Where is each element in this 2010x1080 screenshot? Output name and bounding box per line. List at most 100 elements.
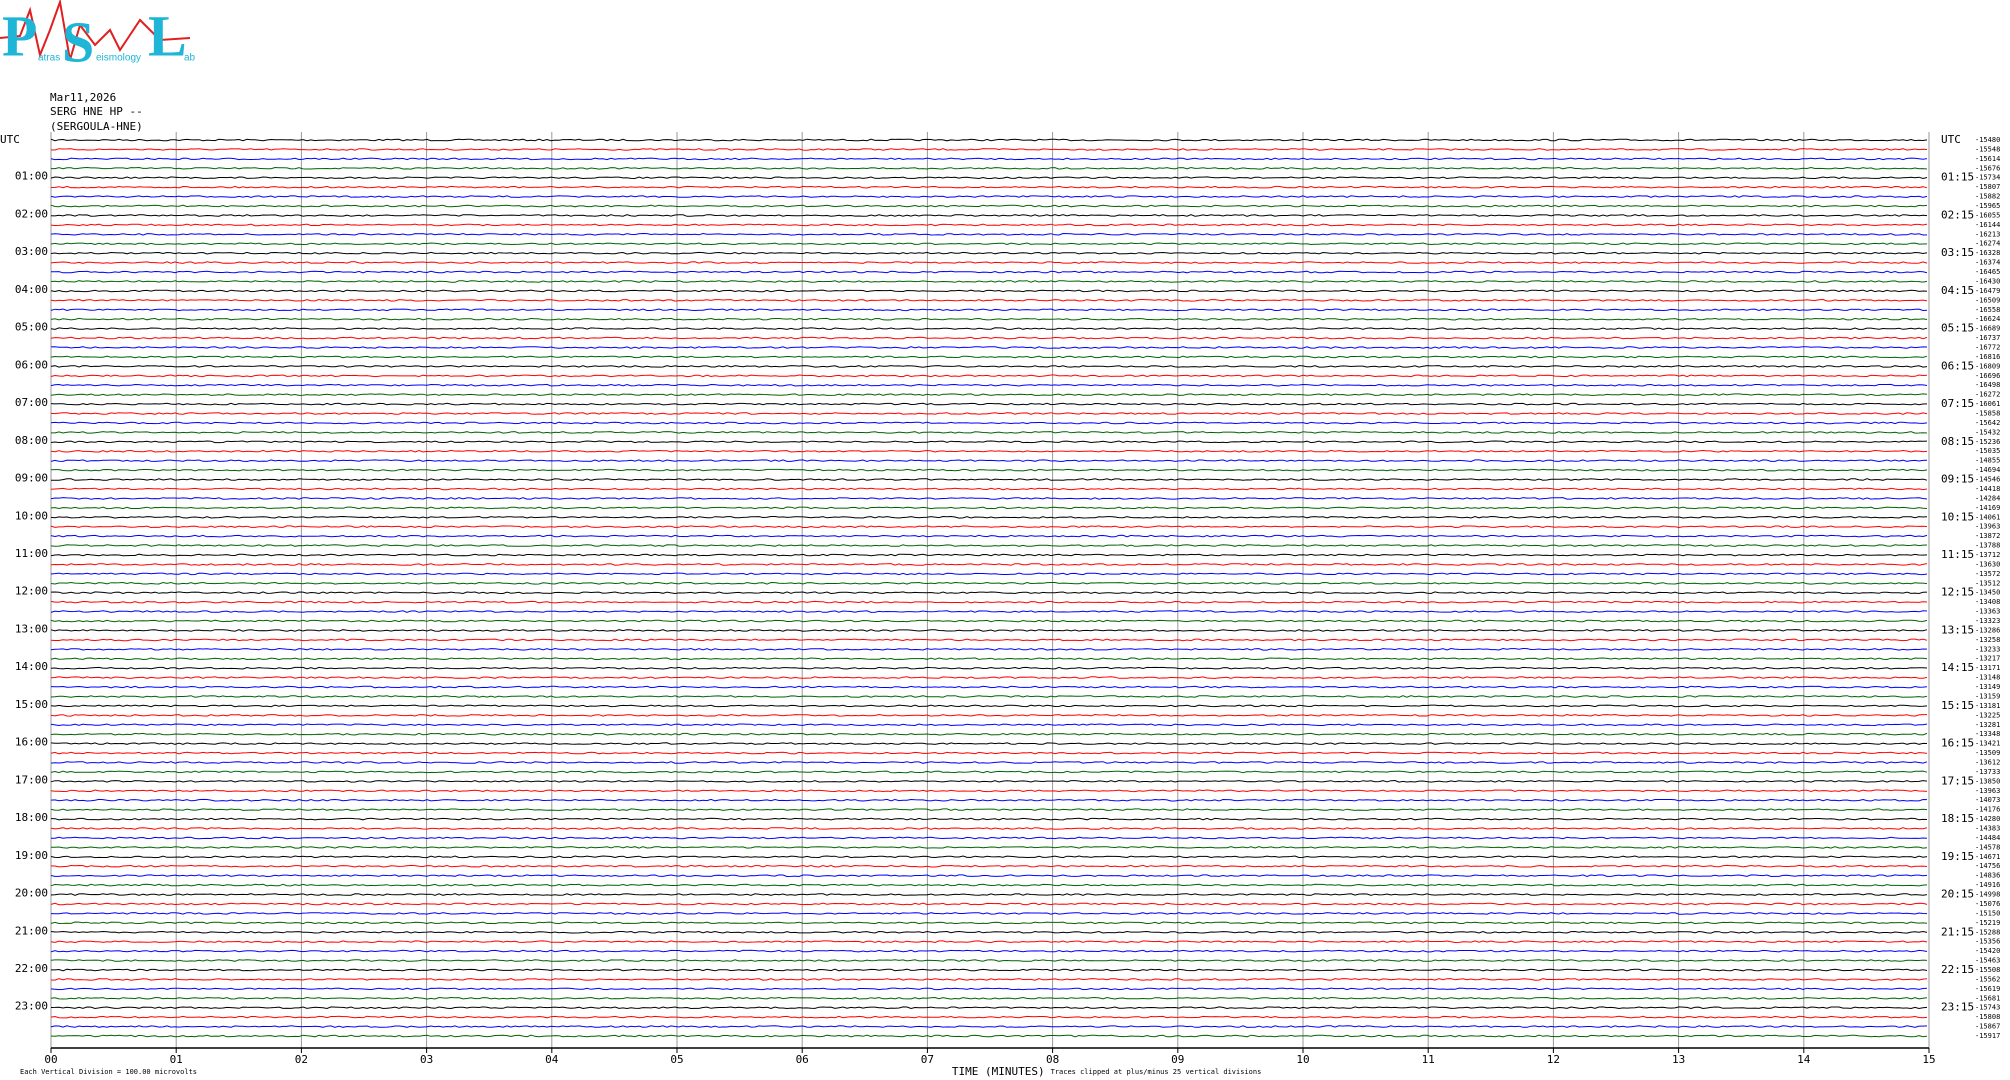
trace [50, 789, 1928, 793]
trace-offset-label: -15807 [1975, 183, 2000, 191]
hour-label-right: 21:15 [1941, 925, 1974, 938]
hour-label: 08:00 [15, 434, 48, 447]
trace-offset-label: -13850 [1975, 777, 2000, 785]
x-tick-label: 02 [295, 1053, 308, 1066]
trace [50, 600, 1928, 604]
trace-offset-label: -16809 [1975, 362, 2000, 370]
trace [50, 638, 1928, 642]
trace [50, 761, 1928, 764]
trace-offset-label: -15548 [1975, 145, 2000, 153]
trace-offset-label: -15619 [1975, 985, 2000, 993]
trace-offset-label: -14916 [1975, 881, 2000, 889]
trace [50, 506, 1928, 510]
hour-label: 20:00 [15, 887, 48, 900]
hour-label: 19:00 [15, 849, 48, 862]
trace [51, 968, 1928, 972]
trace-offset-label: -13963 [1975, 523, 2000, 531]
hour-label: 11:00 [15, 547, 48, 560]
trace [50, 242, 1928, 246]
x-tick-label: 13 [1672, 1053, 1685, 1066]
hour-label-right: 08:15 [1941, 435, 1974, 448]
x-tick-label: 12 [1547, 1053, 1560, 1066]
trace [50, 902, 1928, 906]
x-tick-label: 10 [1296, 1053, 1309, 1066]
x-tick-label: 03 [420, 1053, 433, 1066]
logo-word: eismology [96, 53, 141, 64]
trace [50, 770, 1928, 774]
trace-offset-label: -13348 [1975, 730, 2000, 738]
trace-offset-label: -16509 [1975, 296, 2000, 304]
trace-offset-label: -16374 [1975, 259, 2000, 267]
trace [50, 713, 1927, 717]
trace [51, 166, 1928, 170]
hour-label: 10:00 [15, 509, 48, 522]
trace-offset-label: -14671 [1975, 853, 2000, 861]
trace [50, 383, 1928, 387]
trace-offset-label: -13258 [1975, 636, 2000, 644]
trace [50, 1015, 1928, 1019]
trace-offset-label: -15236 [1975, 438, 2000, 446]
trace [50, 996, 1928, 1000]
trace [50, 393, 1928, 396]
trace [50, 629, 1928, 632]
hour-label-right: 16:15 [1941, 737, 1974, 750]
x-tick-label: 14 [1797, 1053, 1811, 1066]
trace-offset-label: -13171 [1975, 664, 2000, 672]
x-tick-label: 00 [44, 1053, 57, 1066]
trace-offset-label: -16272 [1975, 391, 2000, 399]
trace-offset-label: -15562 [1975, 975, 2000, 983]
trace [50, 619, 1928, 623]
trace-offset-label: -14855 [1975, 457, 2000, 465]
trace [50, 478, 1928, 481]
trace-offset-label: -16430 [1975, 277, 2000, 285]
trace [50, 921, 1928, 925]
trace [50, 214, 1928, 217]
trace [50, 723, 1928, 727]
hour-label: 07:00 [15, 396, 48, 409]
hour-label: UTC [0, 133, 20, 146]
trace-offset-label: -13963 [1975, 787, 2000, 795]
trace-offset-label: -13630 [1975, 560, 2000, 568]
trace-offset-label: -13323 [1975, 617, 2000, 625]
trace-offset-label: -16465 [1975, 268, 2000, 276]
hour-label-right: 06:15 [1941, 359, 1974, 372]
trace [50, 449, 1928, 453]
hour-label-right: 03:15 [1941, 246, 1974, 259]
trace-offset-label: -15882 [1975, 193, 2000, 201]
trace-offset-label: -16213 [1975, 230, 2000, 238]
hour-label: 09:00 [15, 472, 48, 485]
trace-offset-label: -16558 [1975, 306, 2000, 314]
trace-offset-label: -15356 [1975, 938, 2000, 946]
x-tick-label: 11 [1422, 1053, 1435, 1066]
trace [50, 402, 1928, 406]
trace [50, 459, 1928, 463]
trace [50, 949, 1928, 953]
trace [50, 308, 1928, 312]
x-tick-label: 06 [796, 1053, 809, 1066]
trace-offset-label: -14578 [1975, 843, 2000, 851]
trace-offset-label: -15420 [1975, 947, 2000, 955]
trace [50, 525, 1928, 529]
trace [50, 365, 1928, 368]
hour-label: 02:00 [15, 207, 48, 220]
trace [50, 779, 1928, 783]
hour-label: 06:00 [15, 358, 48, 371]
trace-offset-label: -14061 [1975, 513, 2000, 521]
clip-note: Traces clipped at plus/minus 25 vertical… [1051, 1068, 1262, 1076]
hour-label-right: 23:15 [1941, 1001, 1974, 1014]
trace-offset-label: -16061 [1975, 400, 2000, 408]
trace [50, 959, 1928, 962]
trace-offset-label: -15642 [1975, 419, 2000, 427]
hour-label: 17:00 [15, 773, 48, 786]
trace [50, 497, 1928, 500]
hour-label-right: 20:15 [1941, 888, 1974, 901]
trace-offset-label: -16624 [1975, 315, 2000, 323]
trace [50, 647, 1928, 651]
trace [50, 185, 1928, 189]
trace-offset-label: -16696 [1975, 372, 2000, 380]
trace [50, 874, 1928, 878]
trace [50, 355, 1928, 359]
trace-offset-label: -15480 [1975, 136, 2000, 144]
trace-offset-label: -13788 [1975, 542, 2000, 550]
